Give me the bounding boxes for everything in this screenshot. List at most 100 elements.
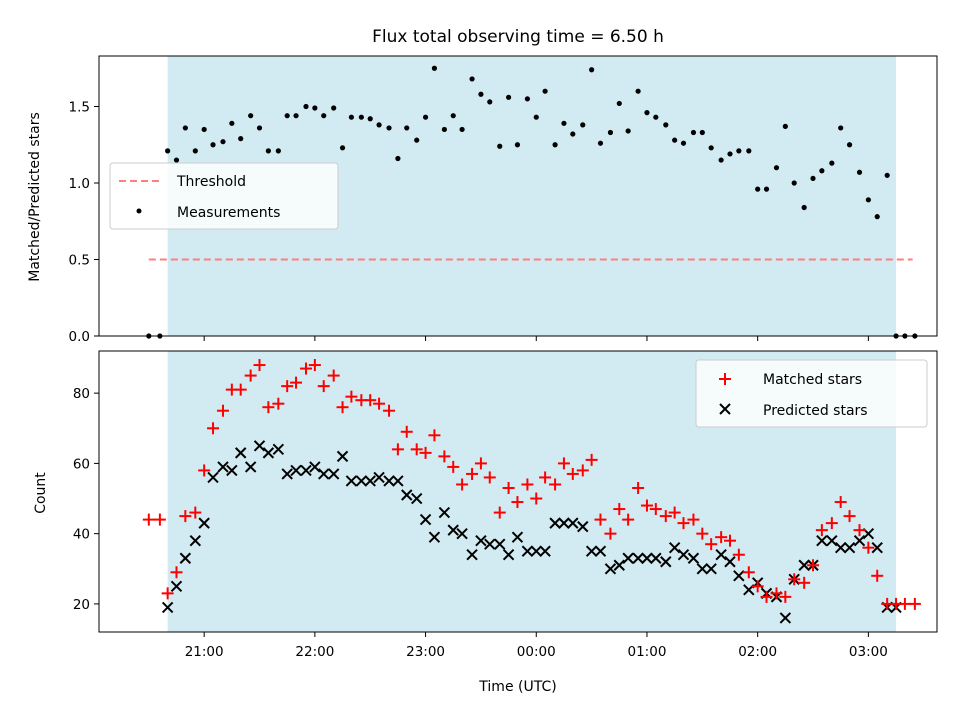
predicted-star-point: [826, 534, 838, 547]
measurement-point: [348, 114, 354, 120]
predicted-star-point: [262, 447, 275, 459]
predicted-star-point: [632, 552, 644, 564]
measurement-point: [321, 113, 327, 119]
matched-star-point: [687, 513, 700, 526]
measurement-point: [404, 125, 410, 131]
x-tick-label: 02:00: [738, 644, 777, 660]
measurement-point: [542, 88, 548, 94]
top-panel: 0.0 0.5 1.0 1.5 Matched/Predicted stars Thr…: [27, 55, 938, 345]
matched-star-point: [521, 478, 534, 491]
top-axes-frame: [98, 55, 938, 337]
measurement-point: [552, 142, 558, 148]
predicted-star-point: [779, 612, 792, 624]
bottom-legend: Matched stars Predicted stars: [695, 359, 928, 428]
predicted-star-point: [733, 570, 745, 582]
measurement-point: [755, 186, 761, 192]
matched-star-point: [862, 541, 875, 554]
matched-star-point: [557, 457, 570, 470]
predicted-star-point: [650, 552, 662, 564]
predicted-star-point: [428, 531, 441, 543]
predicted-star-point: [511, 531, 524, 543]
measurement-point: [229, 120, 235, 126]
matched-star-point: [566, 467, 579, 480]
matched-star-point: [742, 566, 755, 579]
measurement-point: [791, 180, 797, 186]
measurement-point: [763, 186, 770, 192]
measurement-point: [358, 114, 364, 120]
measurement-point: [533, 114, 539, 120]
predicted-star-point: [309, 461, 321, 473]
matched-star-point: [622, 513, 635, 526]
measurement-point: [625, 128, 631, 134]
predicted-star-point: [438, 506, 451, 519]
measurement-point: [708, 145, 714, 151]
matched-star-point: [502, 481, 515, 494]
matched-star-point: [760, 590, 773, 603]
measurement-point: [680, 140, 687, 146]
matched-star-point: [585, 453, 598, 466]
matched-star-point: [732, 548, 745, 561]
matched-star-point: [272, 397, 285, 410]
predicted-star-point: [577, 520, 589, 533]
top-y-tick-label: 0.5: [69, 252, 90, 268]
predicted-star-point: [715, 549, 727, 561]
matched-star-point: [345, 390, 358, 403]
measurement-point: [441, 126, 447, 133]
measurement-point: [801, 204, 807, 211]
matched-star-point: [770, 587, 783, 600]
predicted-star-point: [234, 447, 247, 459]
x-tick-label: 03:00: [849, 644, 888, 660]
matched-star-point: [908, 597, 921, 610]
measurement-point: [856, 169, 863, 175]
bottom-panel: 20 40 60 80 21:00 22:00 23:00 00:00 01:00 02:00 0…: [33, 350, 938, 695]
measurement-point: [431, 65, 438, 71]
predicted-star-point: [484, 538, 496, 550]
matched-star-point: [253, 359, 266, 372]
measurement-point: [386, 125, 392, 131]
matched-star-point: [723, 534, 736, 547]
matched-star-point: [198, 464, 211, 477]
matched-star-point: [447, 460, 460, 473]
matched-star-point: [594, 513, 607, 526]
measurement-point: [201, 126, 207, 133]
predicted-star-point: [613, 559, 625, 571]
predicted-star-point: [705, 563, 717, 575]
predicted-star-point: [383, 475, 395, 487]
measurement-point: [487, 99, 493, 105]
matched-star-point: [576, 464, 589, 477]
matched-star-point: [483, 471, 496, 484]
measurement-point: [884, 172, 890, 178]
measurement-point: [220, 139, 226, 145]
predicted-star-point: [677, 549, 690, 561]
matched-star-point: [308, 359, 321, 372]
predicted-star-point: [170, 580, 183, 593]
matched-star-point: [696, 527, 709, 540]
matched-star-point: [244, 369, 257, 382]
measurement-point: [275, 148, 281, 154]
bottom-y-tick-label: 40: [73, 527, 90, 543]
measurement-point: [561, 120, 567, 126]
matched-star-point: [677, 517, 690, 530]
matched-star-point: [336, 401, 349, 414]
predicted-star-point: [456, 527, 468, 540]
top-y-tick-label: 1.0: [69, 176, 90, 192]
measurement-point: [672, 137, 678, 143]
measurement-point: [773, 165, 780, 171]
x-tick-label: 22:00: [295, 644, 334, 660]
measurement-point: [284, 113, 290, 119]
chart-title: Flux total observing time = 6.50 h: [372, 27, 664, 47]
measurement-point: [746, 148, 752, 154]
predicted-star-point: [272, 443, 285, 456]
predicted-star-point: [327, 468, 340, 480]
top-y-tick-label: 0.0: [69, 329, 90, 345]
matched-star-point: [179, 510, 192, 523]
predicted-star-point: [244, 461, 257, 473]
measurement-point: [514, 142, 521, 148]
matched-star-point: [715, 531, 728, 544]
predicted-star-point: [494, 538, 506, 550]
matched-star-point: [410, 443, 423, 456]
measurement-point: [865, 197, 871, 203]
bottom-y-axis-label: Count: [33, 472, 49, 514]
matched-star-point: [539, 471, 552, 484]
predicted-star-point: [871, 541, 883, 554]
